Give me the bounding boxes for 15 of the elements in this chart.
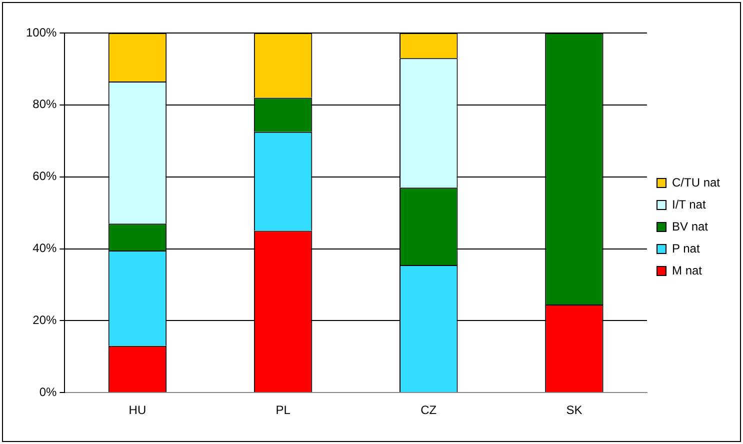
x-tick-label: PL	[276, 403, 291, 418]
x-tick-label: HU	[128, 403, 146, 418]
legend-label: C/TU nat	[672, 175, 721, 190]
y-tick-label: 0%	[39, 384, 58, 399]
y-tick-label: 80%	[32, 97, 58, 112]
legend-label: P nat	[672, 241, 700, 256]
y-tick-label: 20%	[32, 312, 58, 327]
y-tick-label: 100%	[26, 25, 58, 40]
legend-label: M nat	[672, 263, 703, 278]
y-tick-label: 60%	[32, 169, 58, 184]
legend-label: BV nat	[672, 219, 709, 234]
y-tick-label: 40%	[32, 241, 58, 256]
legend-label: I/T nat	[672, 197, 706, 212]
x-tick-label: CZ	[420, 403, 437, 418]
x-tick-label: SK	[566, 403, 582, 418]
